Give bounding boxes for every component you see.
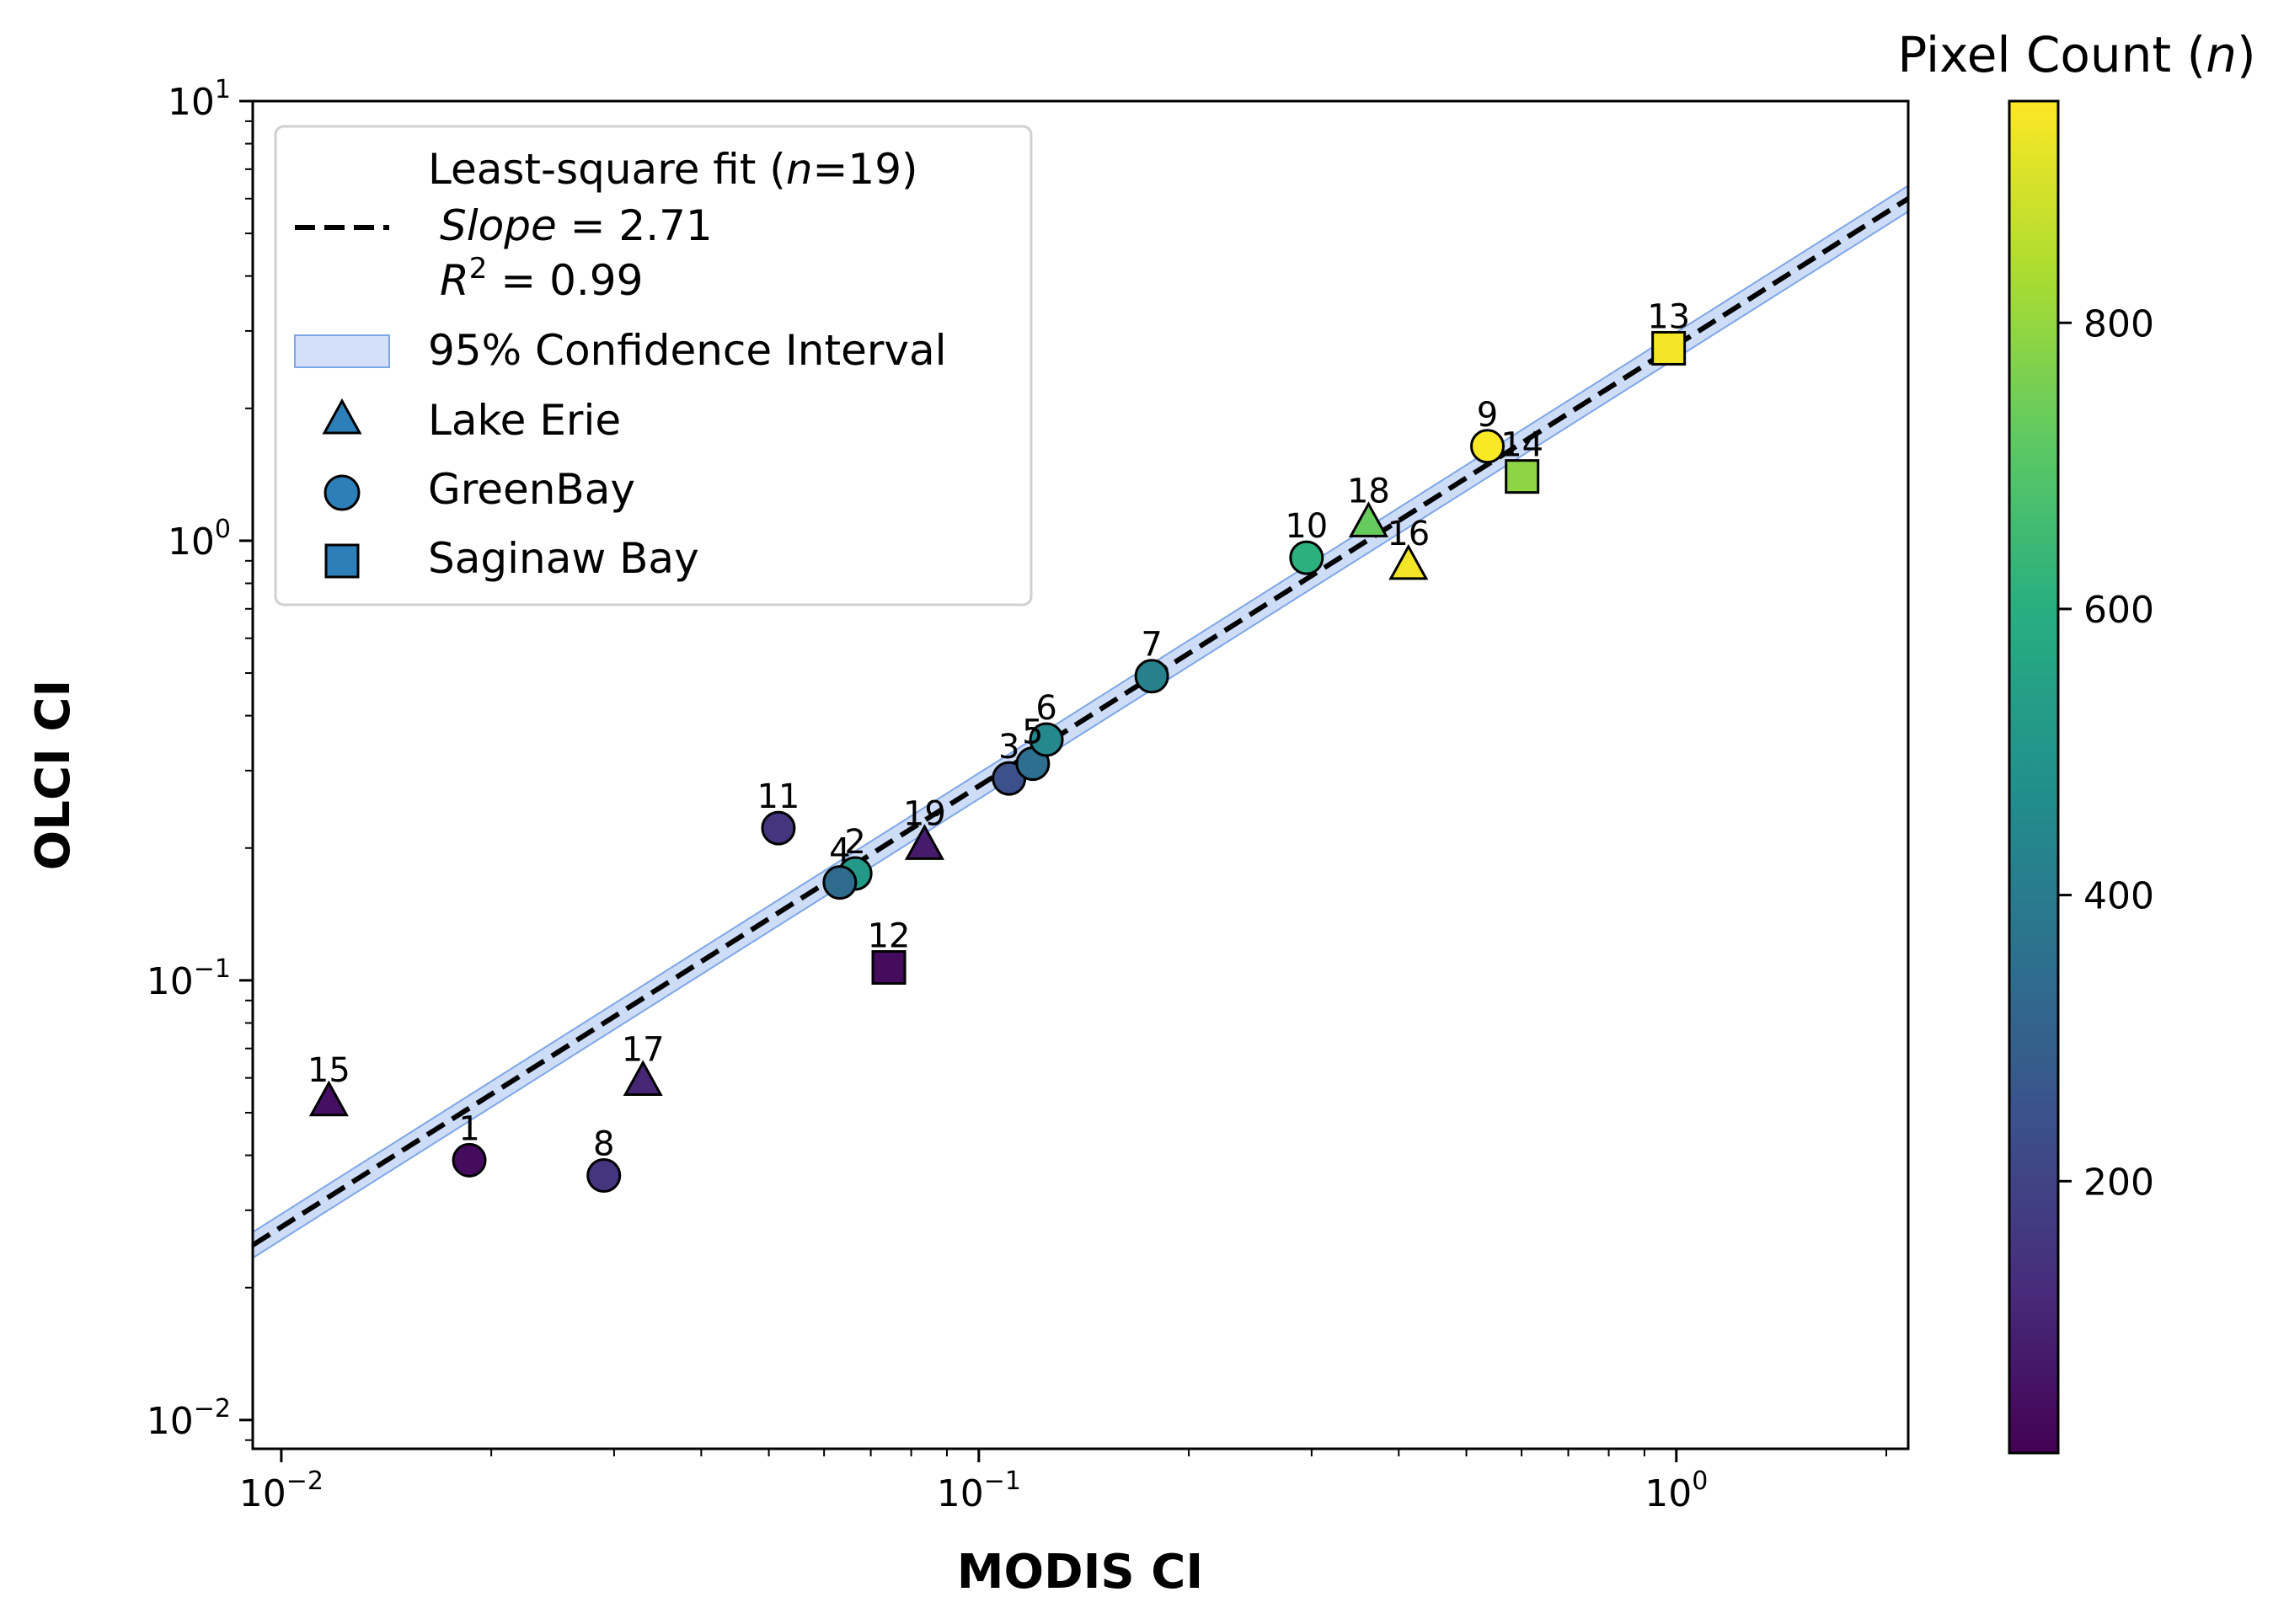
colorbar-ticks: 200 400 600 800 (2058, 302, 2154, 1204)
fit-line (253, 196, 1908, 1247)
x-axis-ticks: 10−2 10−1 100 (239, 1449, 1887, 1515)
y-tick-label: 10−1 (147, 954, 231, 1003)
legend-greenbay-label: GreenBay (428, 465, 635, 514)
point-label-13: 13 (1647, 297, 1690, 336)
y-tick-label: 10−2 (147, 1394, 231, 1443)
point-label-5: 5 (1022, 713, 1043, 752)
data-point-8 (586, 1157, 622, 1193)
legend-triangle-marker (322, 398, 362, 435)
point-label-11: 11 (757, 777, 800, 816)
point-label-4: 4 (829, 832, 850, 871)
point-label-9: 9 (1477, 396, 1498, 435)
colorbar-tick-label: 600 (2083, 589, 2154, 632)
point-label-18: 18 (1347, 472, 1390, 510)
legend-circle-marker (324, 474, 361, 511)
colorbar: 200 400 600 800 Pixel Count (n) (1897, 26, 2256, 1455)
data-point-15 (308, 1080, 349, 1117)
colorbar-title: Pixel Count (n) (1897, 26, 2255, 83)
point-label-3: 3 (998, 728, 1019, 767)
data-point-7 (1134, 659, 1169, 694)
point-label-15: 15 (308, 1051, 350, 1090)
legend-box (274, 125, 1033, 606)
point-label-19: 19 (903, 794, 946, 833)
point-label-16: 16 (1387, 515, 1430, 553)
data-point-10 (1289, 540, 1324, 575)
point-label-2: 2 (844, 823, 865, 862)
colorbar-gradient (2008, 99, 2060, 1455)
data-point-17 (623, 1060, 663, 1096)
data-points-layer (308, 330, 1687, 1193)
data-point-14 (1505, 459, 1540, 494)
legend-lake-erie-label: Lake Erie (428, 396, 621, 445)
data-point-12 (871, 950, 907, 986)
colorbar-tick-label: 200 (2083, 1161, 2154, 1204)
point-label-10: 10 (1285, 507, 1328, 546)
data-point-16 (1388, 543, 1429, 580)
x-tick-label: 10−2 (239, 1466, 324, 1515)
y-axis-title: OLCI CI (26, 680, 81, 871)
point-label-6: 6 (1035, 689, 1056, 728)
y-tick-label: 101 (168, 75, 231, 124)
x-axis-title: MODIS CI (957, 1545, 1203, 1600)
legend-ci-swatch (294, 334, 390, 368)
point-label-1: 1 (458, 1109, 479, 1148)
legend-fit-label: Least-square fit (n=19) (428, 145, 918, 194)
colorbar-tick-label: 800 (2083, 302, 2154, 345)
legend-saginaw-bay-label: Saginaw Bay (428, 534, 699, 583)
point-label-14: 14 (1500, 426, 1543, 465)
colorbar-tick-label: 400 (2083, 875, 2154, 918)
point-label-17: 17 (622, 1030, 665, 1069)
fit-line-layer (253, 196, 1908, 1247)
y-axis-ticks: 10−2 10−1 100 101 (147, 75, 253, 1443)
legend-r2-label: R2 = 0.99 (440, 252, 643, 305)
point-label-7: 7 (1141, 626, 1162, 665)
point-label-12: 12 (868, 917, 911, 956)
data-point-13 (1651, 330, 1687, 366)
data-point-9 (1470, 429, 1506, 464)
legend: Least-square fit (n=19) Slope = 2.71 R2 … (274, 125, 1033, 606)
data-point-6 (1029, 722, 1064, 757)
x-tick-label: 10−1 (937, 1466, 1021, 1515)
legend-ci-label: 95% Confidence Interval (428, 326, 947, 375)
data-point-11 (761, 810, 796, 846)
legend-square-marker (324, 543, 360, 579)
legend-slope-label: Slope = 2.71 (440, 201, 713, 250)
data-point-4 (822, 865, 858, 900)
x-tick-label: 100 (1645, 1466, 1708, 1515)
data-point-18 (1348, 501, 1388, 537)
plot-frame (251, 99, 1910, 1450)
data-point-19 (904, 824, 944, 860)
data-point-1 (452, 1142, 487, 1178)
point-label-8: 8 (593, 1125, 614, 1163)
y-tick-label: 100 (168, 515, 231, 564)
